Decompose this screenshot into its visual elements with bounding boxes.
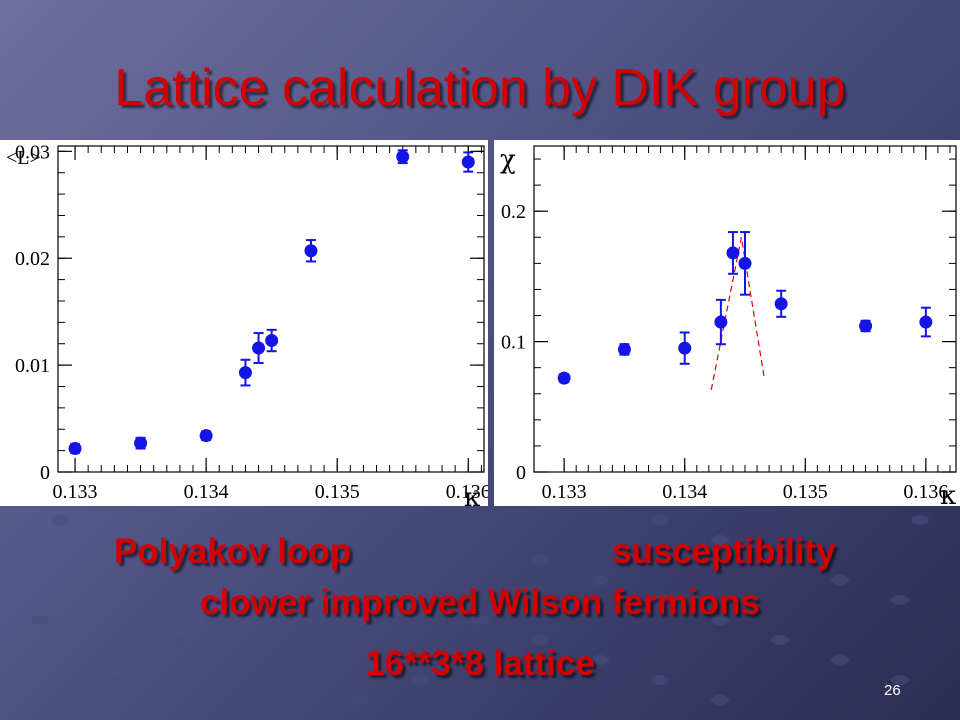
data-point xyxy=(617,342,631,356)
y-tick-label: 0.1 xyxy=(501,332,526,354)
data-point xyxy=(859,319,873,333)
data-point xyxy=(774,297,788,311)
x-tick-label: 0.135 xyxy=(783,481,828,503)
y-tick-label: 0.02 xyxy=(15,248,50,270)
data-point xyxy=(304,244,318,258)
y-tick-label: 0.01 xyxy=(15,355,50,377)
caption-polyakov-loop: Polyakov loop xyxy=(114,532,352,571)
data-point xyxy=(714,315,728,329)
data-point xyxy=(396,150,410,164)
data-point xyxy=(738,256,752,270)
x-tick-label: 0.135 xyxy=(315,481,360,503)
y-tick-label: 0.2 xyxy=(501,201,526,223)
susceptibility-chart: 0 0.1 0.2 0.133 0.134 0.135 0.136 χ κ xyxy=(494,140,960,506)
plot-frame xyxy=(57,145,485,473)
susceptibility-plot: 0 0.1 0.2 0.133 0.134 0.135 0.136 χ κ xyxy=(500,145,957,506)
x-axis-label: κ xyxy=(940,481,956,506)
data-point xyxy=(726,246,740,260)
x-axis-label: κ xyxy=(464,483,480,506)
data-point xyxy=(238,366,252,380)
plot-frame xyxy=(533,145,957,473)
x-tick-label: 0.134 xyxy=(662,481,707,503)
data-point xyxy=(199,429,213,443)
data-point xyxy=(68,441,82,455)
caption-lattice-size: 16**3*8 lattice xyxy=(365,644,595,683)
y-axis-label: χ xyxy=(500,145,516,175)
data-point xyxy=(919,315,933,329)
data-point xyxy=(252,341,266,355)
x-tick-label: 0.136 xyxy=(903,481,948,503)
x-tick-label: 0.133 xyxy=(53,481,98,503)
y-tick-label: 0 xyxy=(40,462,50,484)
page-number: 26 xyxy=(884,682,901,699)
slide-title: Lattice calculation by DIK group xyxy=(114,59,846,117)
polyakov-loop-chart: 0 0.01 0.02 0.03 0.133 0.134 0.135 0.136 <L> κ xyxy=(0,140,488,506)
y-tick-label: 0 xyxy=(516,462,526,484)
data-point xyxy=(265,334,279,348)
polyakov-loop-plot: 0 0.01 0.02 0.03 0.133 0.134 0.135 0.136 <L> κ xyxy=(6,141,488,506)
x-tick-label: 0.136 xyxy=(446,481,488,503)
y-axis-label: <L> xyxy=(6,147,41,169)
caption-fermion-type: clower improved Wilson fermions xyxy=(200,583,760,622)
x-tick-label: 0.134 xyxy=(184,481,229,503)
fit-curve xyxy=(710,237,765,390)
data-point xyxy=(461,155,475,169)
x-tick-label: 0.133 xyxy=(542,481,587,503)
data-point xyxy=(678,341,692,355)
y-tick-label: 0.03 xyxy=(15,141,50,163)
data-point xyxy=(557,371,571,385)
data-point xyxy=(134,436,148,450)
caption-susceptibility: susceptibility xyxy=(612,532,836,571)
